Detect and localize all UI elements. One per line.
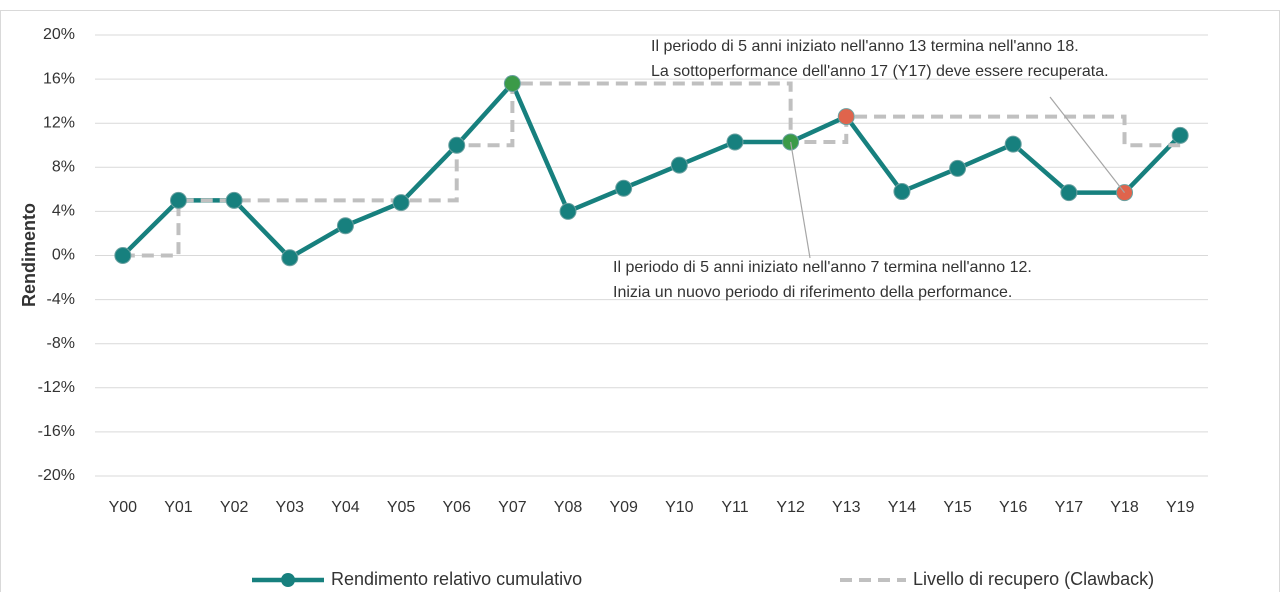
x-tick-label: Y13 [832,499,861,516]
x-tick-label: Y00 [109,499,138,516]
y-tick-label: -16% [38,423,75,440]
y-tick-label: -12% [38,379,75,396]
x-tick-label: Y11 [721,499,748,516]
point-marker [392,194,410,212]
x-tick-label: Y05 [387,499,416,516]
x-tick-label: Y14 [888,499,917,516]
x-tick-label: Y03 [276,499,305,516]
x-tick-label: Y18 [1110,499,1139,516]
y-tick-label: -20% [38,467,75,484]
x-tick-label: Y02 [220,499,249,516]
x-tick-label: Y04 [331,499,360,516]
annotation-leader [790,141,811,259]
point-marker [559,202,577,220]
y-axis-label: Rendimento [19,203,39,307]
y-tick-label: -8% [47,335,75,352]
x-tick-label: Y08 [554,499,583,516]
point-marker [503,75,521,93]
point-marker [1004,135,1022,153]
x-tick-label: Y19 [1166,499,1195,516]
annotation-text: Il periodo di 5 anni iniziato nell'anno … [651,38,1079,55]
y-tick-label: 12% [43,114,75,131]
legend-swatch [281,573,295,587]
y-tick-label: 8% [52,159,75,176]
point-marker [169,191,187,209]
x-tick-label: Y12 [776,499,805,516]
point-marker [1171,126,1189,144]
x-tick-label: Y17 [1055,499,1084,516]
y-tick-label: 16% [43,70,75,87]
legend-label: Livello di recupero (Clawback) [913,569,1154,589]
annotation-text: Il periodo di 5 anni iniziato nell'anno … [613,259,1032,276]
x-tick-label: Y07 [498,499,527,516]
x-tick-label: Y06 [442,499,471,516]
return-line [121,81,1182,260]
point-marker [1060,184,1078,202]
x-tick-label: Y10 [665,499,694,516]
point-marker [615,179,633,197]
point-marker [949,159,967,177]
point-marker [837,108,855,126]
point-marker [336,217,354,235]
point-marker [114,247,132,264]
point-marker [281,249,299,267]
point-marker [893,183,911,201]
x-tick-label: Y01 [164,499,193,516]
point-marker [726,133,744,151]
y-tick-label: -4% [47,291,75,308]
point-marker [670,156,688,174]
legend-label: Rendimento relativo cumulativo [331,569,582,589]
chart-frame [0,10,1280,592]
point-marker [225,191,243,209]
x-tick-label: Y09 [609,499,638,516]
y-tick-label: 20% [43,26,75,43]
x-tick-label: Y15 [943,499,972,516]
annotation-leader [1049,96,1125,194]
annotation-text: La sottoperformance dell'anno 17 (Y17) d… [651,63,1109,80]
point-marker [448,136,466,154]
clawback-line [122,81,1181,258]
y-tick-label: 4% [52,203,75,220]
annotation-text: Inizia un nuovo periodo di riferimento d… [613,284,1012,301]
y-tick-label: 0% [52,247,75,264]
x-tick-label: Y16 [999,499,1028,516]
